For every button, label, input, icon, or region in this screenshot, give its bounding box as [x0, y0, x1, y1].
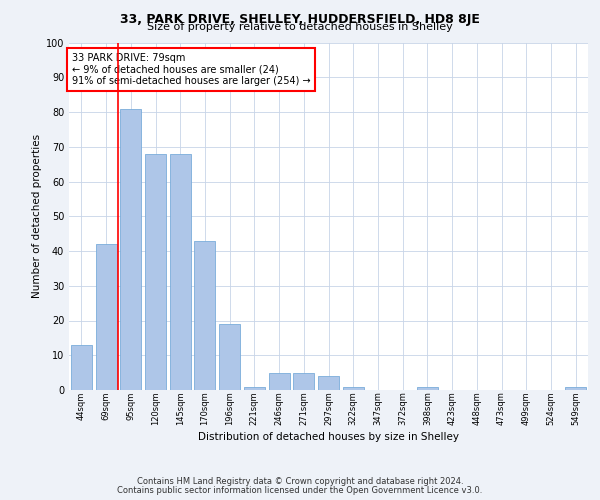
Bar — [293, 372, 314, 390]
Text: Contains HM Land Registry data © Crown copyright and database right 2024.: Contains HM Land Registry data © Crown c… — [137, 477, 463, 486]
Y-axis label: Number of detached properties: Number of detached properties — [32, 134, 41, 298]
Bar — [219, 324, 240, 390]
Text: 33 PARK DRIVE: 79sqm
← 9% of detached houses are smaller (24)
91% of semi-detach: 33 PARK DRIVE: 79sqm ← 9% of detached ho… — [71, 53, 310, 86]
Bar — [565, 386, 586, 390]
Bar — [194, 240, 215, 390]
Bar — [318, 376, 339, 390]
Bar — [269, 372, 290, 390]
Bar — [244, 386, 265, 390]
Bar — [71, 345, 92, 390]
Bar — [343, 386, 364, 390]
X-axis label: Distribution of detached houses by size in Shelley: Distribution of detached houses by size … — [198, 432, 459, 442]
Bar — [95, 244, 116, 390]
Bar — [170, 154, 191, 390]
Bar — [145, 154, 166, 390]
Text: 33, PARK DRIVE, SHELLEY, HUDDERSFIELD, HD8 8JE: 33, PARK DRIVE, SHELLEY, HUDDERSFIELD, H… — [120, 12, 480, 26]
Text: Size of property relative to detached houses in Shelley: Size of property relative to detached ho… — [147, 22, 453, 32]
Text: Contains public sector information licensed under the Open Government Licence v3: Contains public sector information licen… — [118, 486, 482, 495]
Bar — [120, 108, 141, 390]
Bar — [417, 386, 438, 390]
